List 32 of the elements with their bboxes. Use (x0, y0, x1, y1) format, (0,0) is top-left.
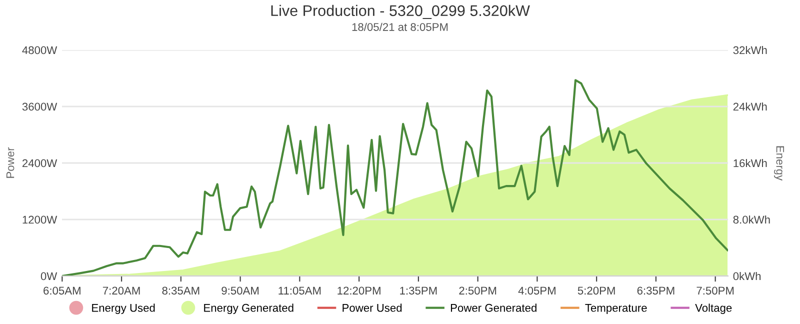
x-tick-label: 6:05AM (44, 286, 80, 295)
y2-tick-label: 0kWh (733, 272, 761, 280)
legend-label: Energy Generated (204, 304, 294, 314)
legend-label: Power Used (342, 304, 402, 312)
x-tick-label: 5:20PM (578, 286, 615, 295)
x-tick-label: 8:35AM (162, 286, 200, 295)
chart-title: Live Production - 5320_0299 5.320kW (271, 4, 530, 19)
y2-axis-title: Energy (774, 146, 784, 181)
x-tick-label: 4:05PM (518, 286, 556, 295)
x-tick-label: 11:05AM (278, 286, 321, 295)
chart-subtitle: 18/05/21 at 8:05PM (352, 22, 448, 31)
y2-tick-label: 24kWh (733, 102, 767, 111)
legend-label: Power Generated (450, 304, 536, 312)
y-tick-label: 2400W (22, 159, 58, 168)
y2-tick-label: 32kWh (733, 46, 767, 54)
y2-tick-label: 8.0kWh (733, 215, 770, 224)
y-tick-label: 3600W (22, 102, 58, 111)
x-tick-label: 7:50PM (696, 286, 734, 295)
legend-label: Voltage (695, 304, 732, 314)
y-tick-label: 4800W (22, 46, 58, 54)
x-tick-label: 2:50PM (459, 286, 496, 295)
y-tick-label: 1200W (22, 216, 58, 224)
y-axis-title: Power (6, 147, 14, 178)
x-tick-label: 7:20AM (102, 286, 140, 295)
x-tick-label: 12:20PM (338, 286, 380, 295)
legend-label: Temperature (585, 304, 647, 314)
x-tick-label: 6:35PM (637, 286, 674, 295)
legend-label: Energy Used (92, 304, 155, 314)
y-tick-label: 0W (40, 272, 58, 280)
y2-tick-label: 16kWh (734, 158, 767, 168)
x-tick-label: 1:35PM (400, 286, 437, 295)
x-tick-label: 9:50AM (222, 286, 259, 295)
